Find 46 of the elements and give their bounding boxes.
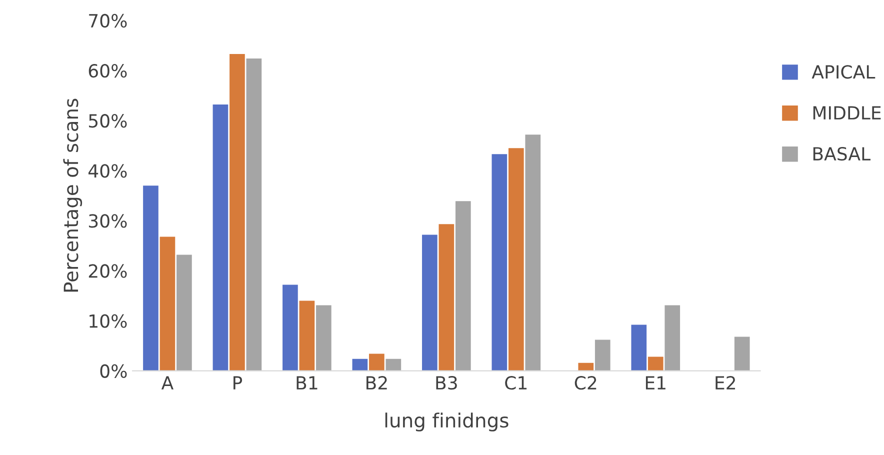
bar: [143, 186, 158, 371]
y-tick-label: 20%: [88, 264, 127, 278]
x-tick-label: C2: [574, 376, 596, 390]
x-tick-label: P: [234, 376, 242, 390]
bar: [369, 354, 384, 371]
bar: [492, 154, 508, 371]
y-tick-label: 10%: [90, 314, 127, 328]
x-tick-label: E2: [716, 376, 736, 390]
bar: [386, 358, 402, 371]
bar: [578, 362, 594, 371]
y-tick-label: 70%: [89, 14, 127, 28]
y-tick-label: 40%: [88, 164, 127, 178]
bar: [508, 148, 524, 371]
bar: [455, 201, 471, 371]
legend-label: APICAL: [812, 65, 876, 79]
bar: [734, 336, 750, 371]
x-axis-title: lung finidngs: [385, 412, 508, 432]
bar: [664, 305, 680, 371]
x-tick-label: B2: [366, 376, 387, 390]
y-tick-label: 0%: [100, 364, 127, 378]
y-tick-label: 50%: [89, 114, 127, 128]
bar: [176, 254, 192, 371]
x-tick-label: C1: [505, 376, 527, 390]
bar: [299, 300, 315, 371]
x-tick-label: E1: [646, 376, 666, 390]
bar: [212, 104, 228, 371]
bar: [246, 58, 262, 371]
bar: [422, 234, 438, 371]
bar: [316, 305, 332, 371]
bar: [230, 54, 245, 371]
bar: [352, 358, 368, 371]
y-tick-label: 60%: [88, 64, 127, 78]
bar: [282, 284, 298, 371]
y-tick-label: 30%: [88, 214, 127, 228]
y-axis-title: Percentage of scans: [63, 98, 82, 292]
bar: [525, 134, 541, 371]
bar: [160, 236, 176, 371]
bar: [631, 324, 647, 371]
x-tick-label: B1: [296, 376, 318, 390]
x-tick-label: A: [161, 376, 174, 390]
bar: [594, 340, 610, 371]
legend-label: BASAL: [813, 146, 871, 161]
bar: [438, 224, 454, 371]
bar: [648, 356, 664, 371]
x-tick-label: B3: [436, 376, 457, 390]
legend-label: MIDDLE: [813, 106, 881, 120]
